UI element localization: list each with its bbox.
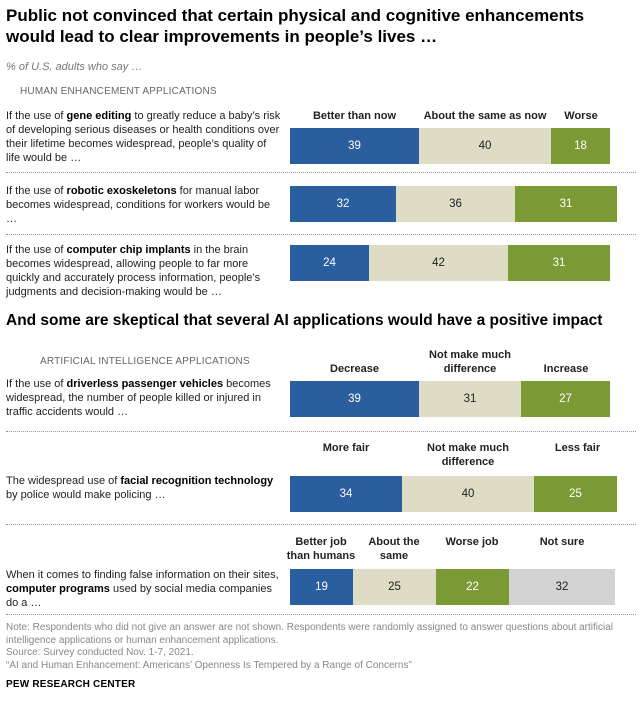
bar-segment-2: 42 [369, 245, 508, 281]
source-text: Source: Survey conducted Nov. 1-7, 2021. [6, 647, 194, 658]
header-better-than-now: Better than now [312, 110, 397, 122]
question-computer-programs: When it comes to finding false informati… [6, 569, 279, 609]
question-robotic-exoskeletons: If the use of robotic exoskeletons for m… [6, 185, 271, 225]
chart-title: Public not convinced that certain physic… [6, 6, 585, 46]
bar-group-gene-editing: 39 40 18 [290, 128, 620, 164]
section-label-ai: ARTIFICIAL INTELLIGENCE APPLICATIONS [40, 356, 250, 367]
note-text: Note: Respondents who did not give an an… [6, 622, 614, 646]
section-label-human: HUMAN ENHANCEMENT APPLICATIONS [20, 86, 217, 97]
section-title-ai: And some are skeptical that several AI a… [6, 312, 603, 329]
bar-segment-2: 40 [402, 476, 534, 512]
bar-segment-3: 22 [436, 569, 509, 605]
footnotes: Note: Respondents who did not give an an… [6, 622, 636, 672]
bar-group-robotic-exoskeletons: 32 36 31 [290, 186, 620, 222]
pew-logo-text: PEW RESEARCH CENTER [6, 679, 136, 690]
bar-segment-3: 18 [551, 128, 610, 164]
bar-segment-2: 25 [353, 569, 436, 605]
question-gene-editing: If the use of gene editing to greatly re… [6, 110, 281, 164]
question-driverless-vehicles: If the use of driverless passenger vehic… [6, 378, 271, 418]
chart-subtitle: % of U.S. adults who say … [6, 61, 143, 73]
header-decrease: Decrease [330, 363, 379, 375]
row-separator [6, 524, 636, 525]
row-separator [6, 431, 636, 432]
header-not-make-much-difference: Not make much difference [429, 349, 511, 375]
bar-segment-3: 31 [508, 245, 610, 281]
bar-segment-2: 36 [396, 186, 515, 222]
header-less-fair: Less fair [554, 442, 601, 454]
question-computer-chip-implants: If the use of computer chip implants in … [6, 244, 261, 298]
header-more-fair: More fair [322, 442, 370, 454]
header-increase: Increase [543, 363, 589, 375]
row-separator [6, 172, 636, 173]
header-about-the-same: About the same as now [423, 110, 547, 122]
header-worse-job: Worse job [445, 536, 499, 548]
bar-group-facial-recognition: 34 40 25 [290, 476, 620, 512]
bar-segment-3: 27 [521, 381, 610, 417]
header-about-the-same-2: About the same [368, 536, 420, 562]
bar-segment-3: 25 [534, 476, 617, 512]
bar-segment-3: 31 [515, 186, 617, 222]
bar-segment-1: 32 [290, 186, 396, 222]
bar-segment-1: 34 [290, 476, 402, 512]
header-worse: Worse [564, 110, 598, 122]
bar-segment-4: 32 [509, 569, 615, 605]
bar-segment-1: 19 [290, 569, 353, 605]
bar-segment-2: 31 [419, 381, 521, 417]
row-separator [6, 234, 636, 235]
bar-group-computer-programs: 19 25 22 32 [290, 569, 620, 605]
bar-segment-1: 39 [290, 128, 419, 164]
header-better-job: Better job than humans [286, 536, 356, 562]
bar-segment-1: 24 [290, 245, 369, 281]
notes-separator [6, 614, 636, 615]
report-title: “AI and Human Enhancement: Americans’ Op… [6, 659, 412, 671]
bar-segment-1: 39 [290, 381, 419, 417]
bar-segment-2: 40 [419, 128, 551, 164]
question-facial-recognition: The widespread use of facial recognition… [6, 475, 274, 501]
header-not-make-much-difference-2: Not make much difference [427, 442, 509, 468]
header-not-sure: Not sure [539, 536, 585, 548]
bar-group-driverless-vehicles: 39 31 27 [290, 381, 620, 417]
bar-group-computer-chip-implants: 24 42 31 [290, 245, 620, 281]
